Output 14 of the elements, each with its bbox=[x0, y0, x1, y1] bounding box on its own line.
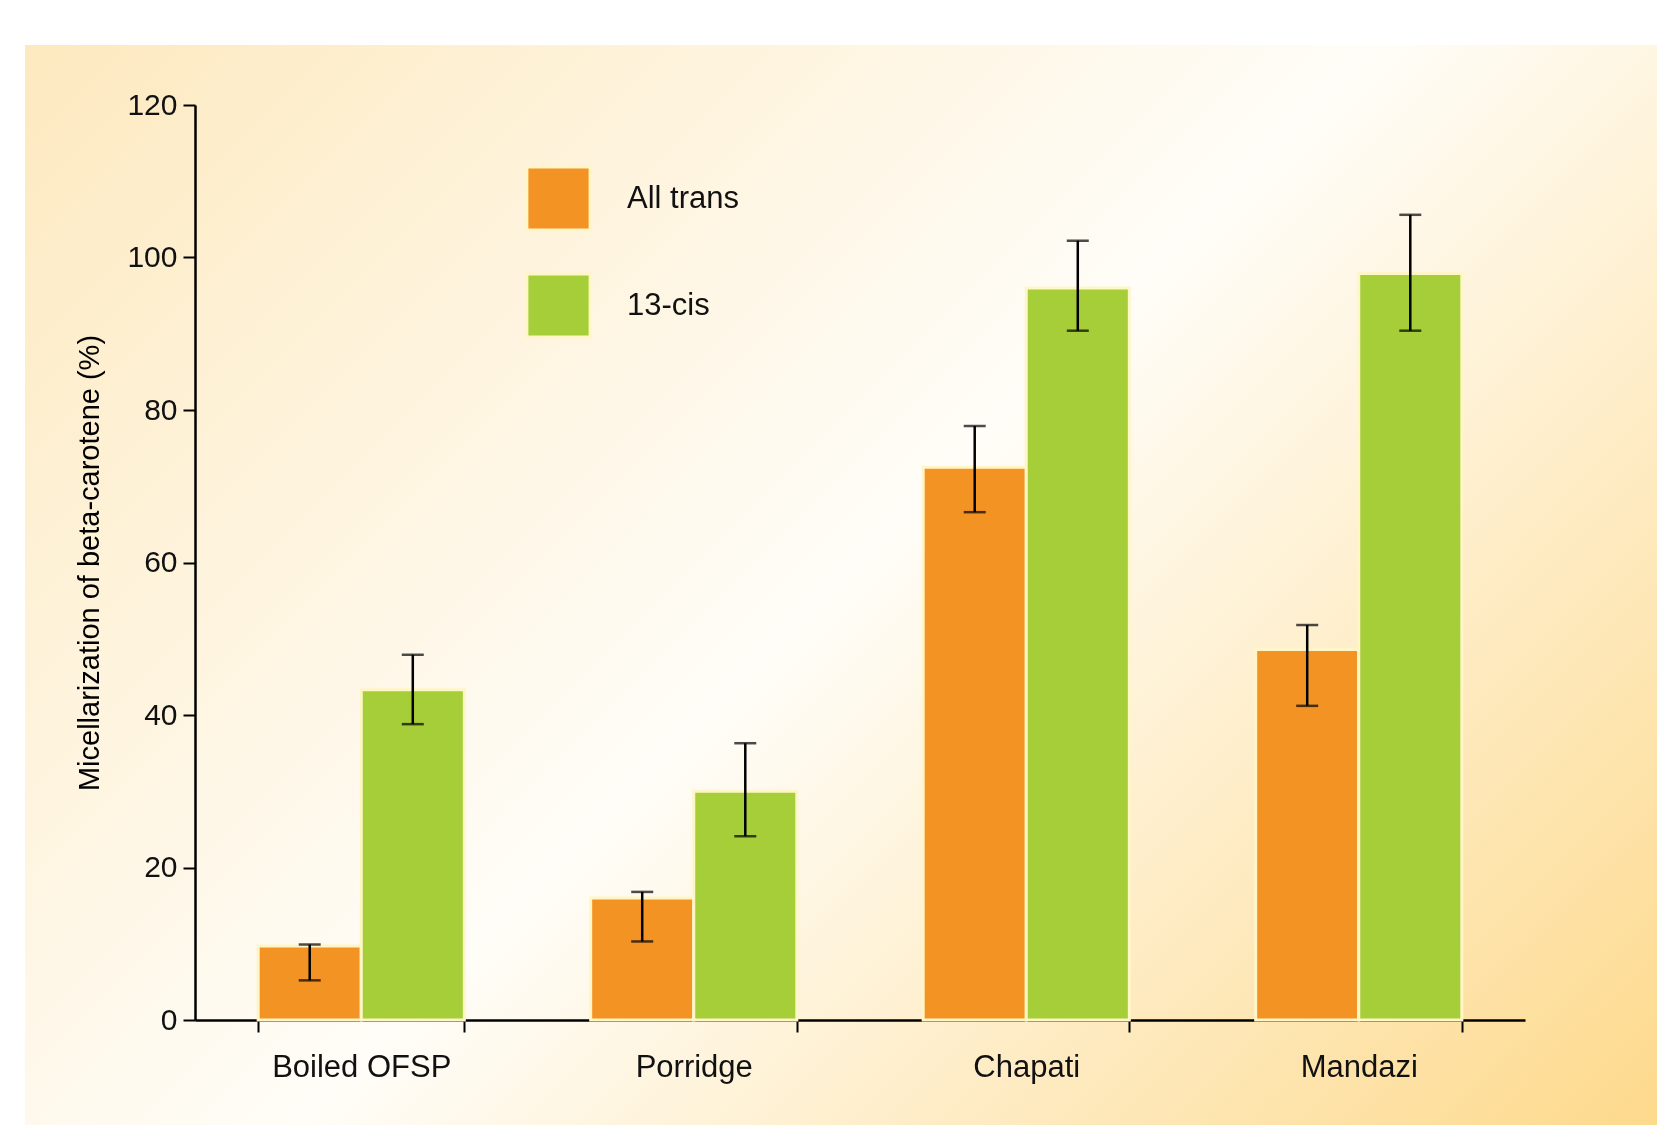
x-tick-label: Boiled OFSP bbox=[272, 1048, 452, 1084]
y-axis-title: Micellarization of beta-carotene (%) bbox=[73, 334, 106, 792]
y-tick-label: 20 bbox=[144, 850, 178, 883]
x-tick-label: Porridge bbox=[635, 1048, 753, 1084]
legend-label: 13-cis bbox=[627, 286, 710, 322]
y-tick-label: 0 bbox=[160, 1002, 178, 1036]
y-tick-label: 80 bbox=[144, 392, 178, 426]
x-tick-label: Chapati bbox=[973, 1048, 1081, 1084]
y-tick-label: 100 bbox=[127, 240, 178, 273]
y-tick-label: 120 bbox=[127, 87, 178, 121]
x-tick-label: Mandazi bbox=[1300, 1048, 1418, 1084]
y-tick-label: 60 bbox=[144, 545, 178, 578]
legend-label: All trans bbox=[627, 179, 739, 215]
y-tick-label: 40 bbox=[144, 697, 178, 731]
